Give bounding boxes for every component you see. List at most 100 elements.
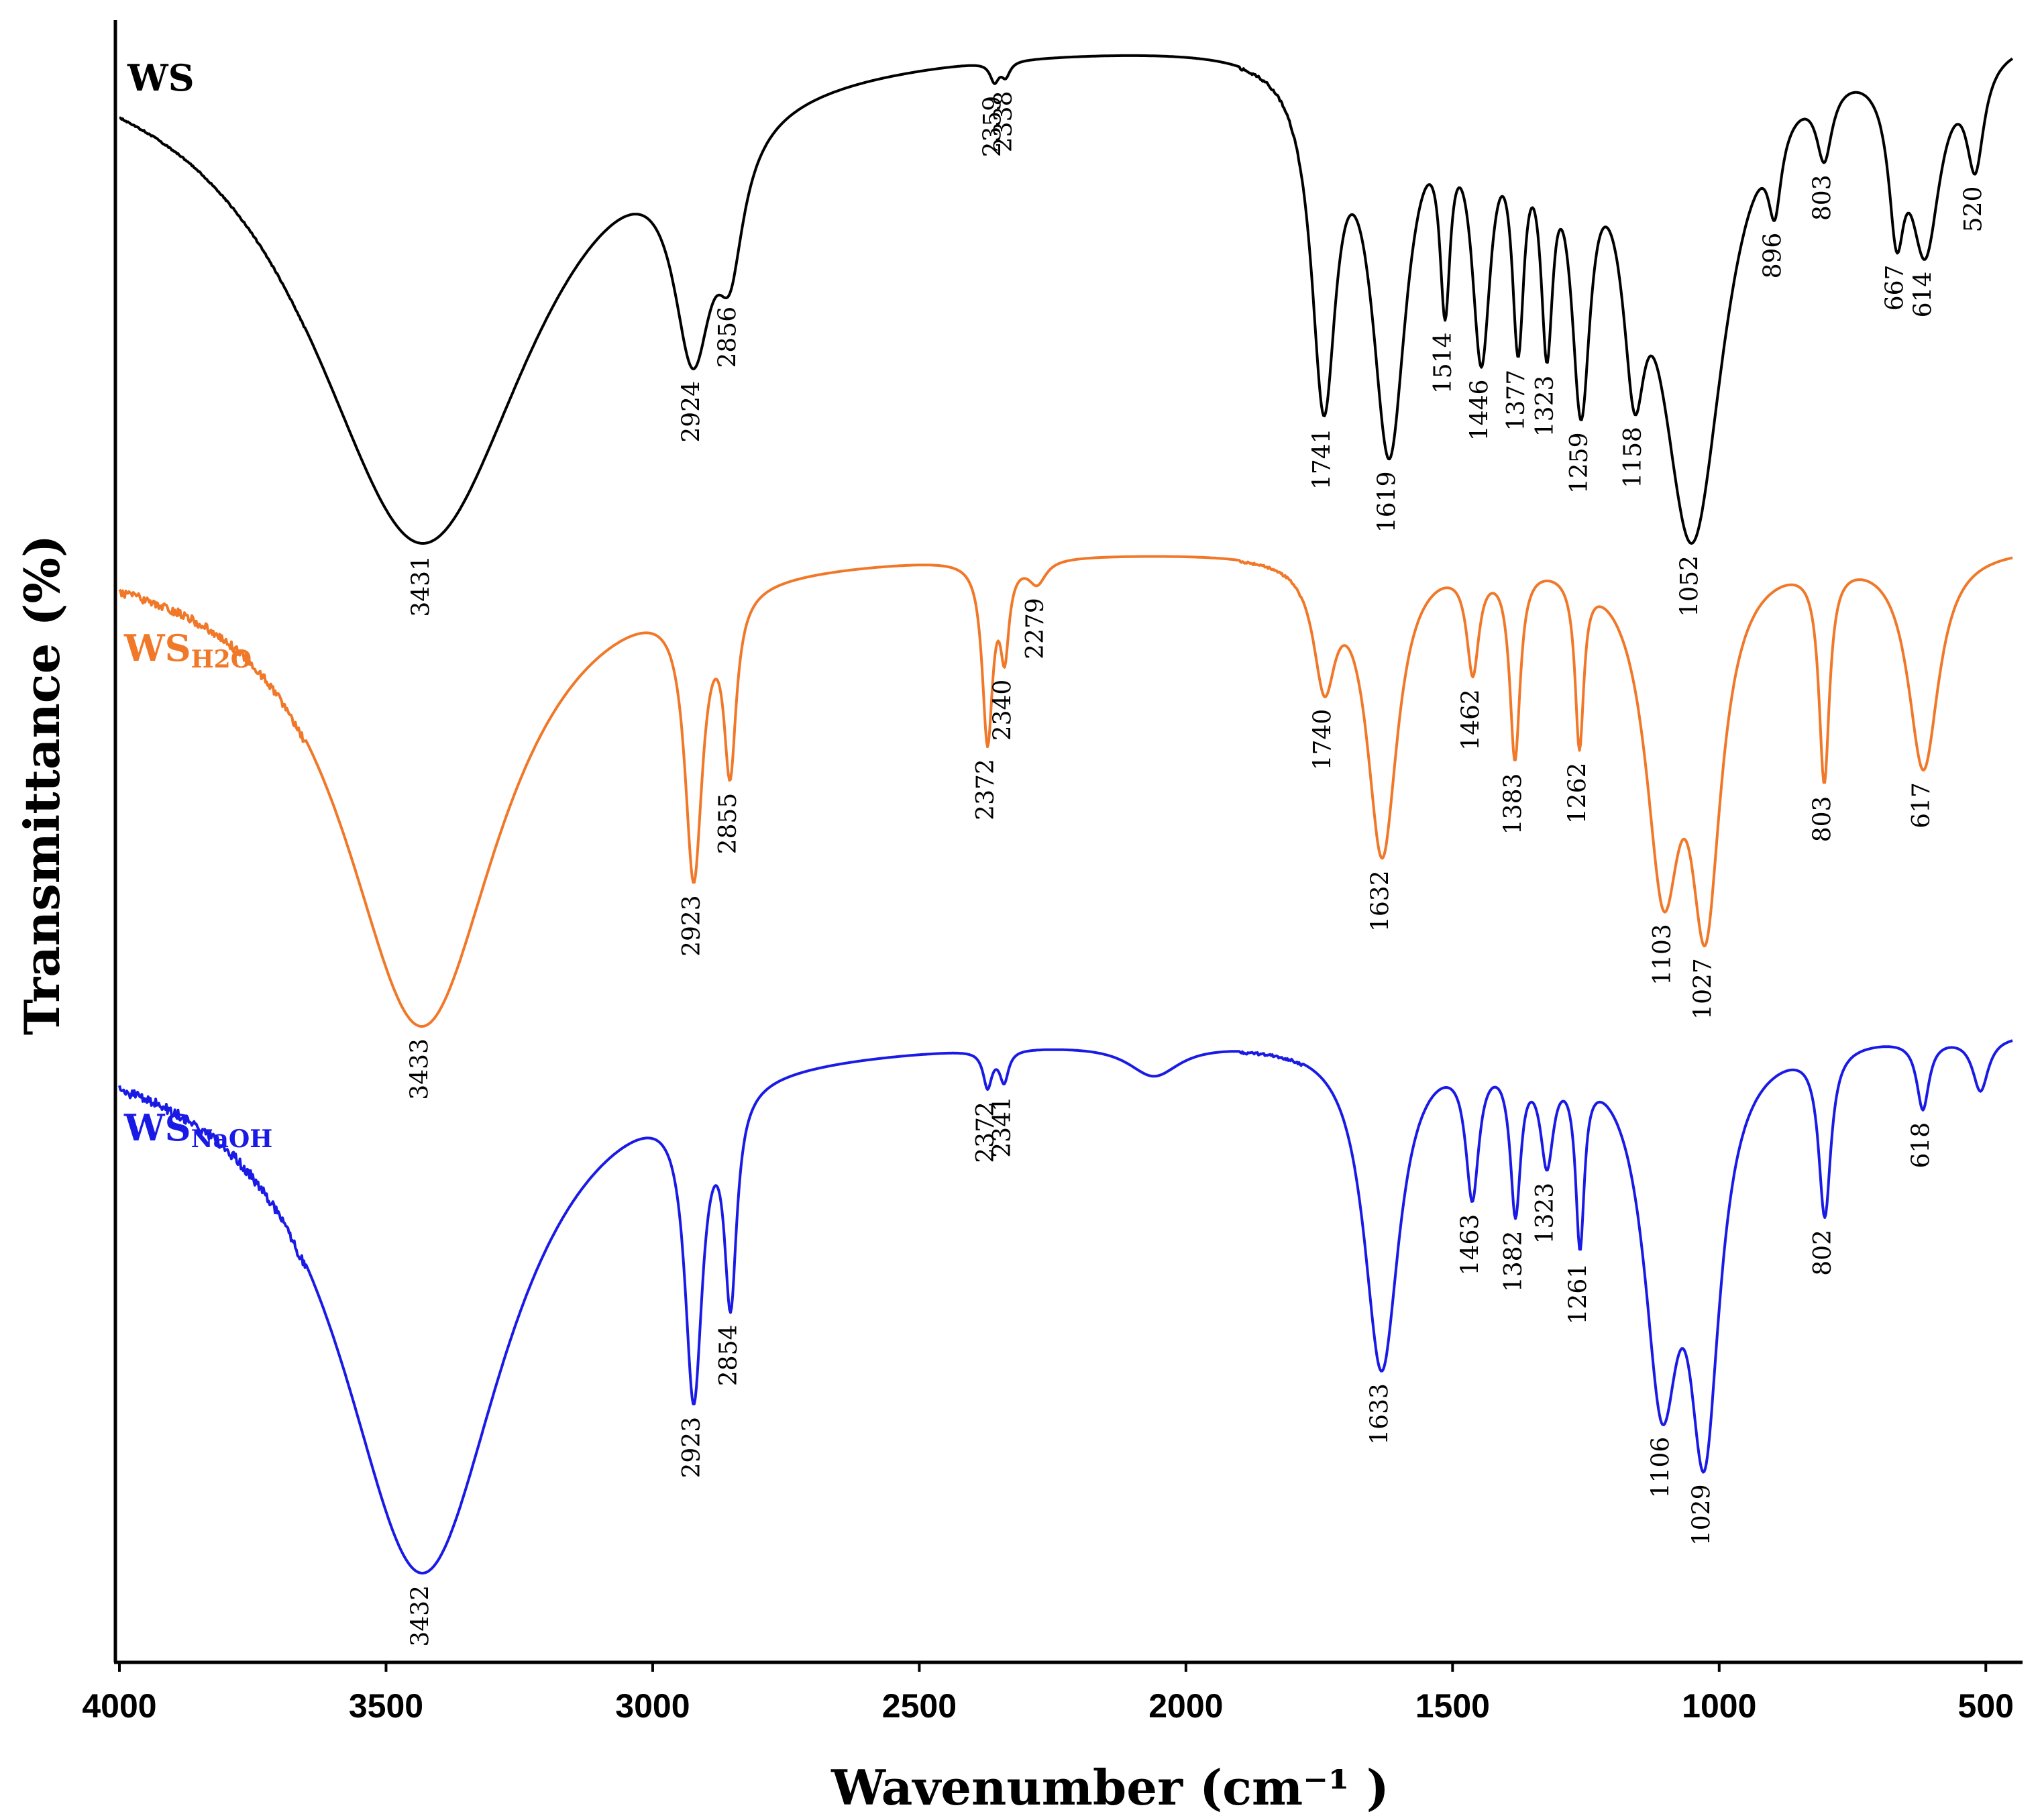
peak-label-text: 667 bbox=[1882, 265, 1909, 311]
series-label-sub: NaOH bbox=[191, 1125, 273, 1153]
spectrum-line-1 bbox=[119, 54, 2014, 545]
series-label-main: WS bbox=[123, 1106, 191, 1149]
series-label-main: WS bbox=[127, 56, 195, 99]
peak-label-text: 2340 bbox=[989, 680, 1017, 741]
peak-label: 614 bbox=[1910, 272, 1937, 318]
x-tick-label: 2000 bbox=[1148, 1687, 1223, 1725]
peak-label-text: 1632 bbox=[1366, 870, 1394, 932]
x-tick-label: 1000 bbox=[1682, 1687, 1756, 1725]
peak-label: 1382 bbox=[1500, 1231, 1527, 1293]
peak-label-text: 803 bbox=[1809, 796, 1836, 843]
peak-label-text: 1323 bbox=[1532, 376, 1559, 437]
peak-label: 2854 bbox=[715, 1325, 743, 1387]
peak-label-text: 520 bbox=[1959, 186, 1987, 233]
peak-label: 1259 bbox=[1566, 433, 1593, 494]
peak-label: 667 bbox=[1882, 265, 1909, 311]
peak-label: 1462 bbox=[1458, 689, 1485, 751]
peak-label-text: 1463 bbox=[1457, 1214, 1485, 1276]
peak-label: 1740 bbox=[1309, 709, 1337, 771]
peak-label: 2923 bbox=[678, 1417, 706, 1479]
peak-label-text: 2372 bbox=[972, 1102, 1000, 1163]
peak-label-text: 1446 bbox=[1466, 380, 1493, 441]
peak-label-text: 1262 bbox=[1564, 763, 1592, 824]
x-tick-label: 3500 bbox=[349, 1687, 423, 1725]
peak-label: 1463 bbox=[1457, 1214, 1485, 1276]
peak-label: 1741 bbox=[1309, 428, 1336, 490]
peak-label-text: 1633 bbox=[1366, 1383, 1394, 1445]
y-axis-title: Transmittance (%) bbox=[13, 535, 70, 1035]
peak-label-text: 1106 bbox=[1648, 1437, 1675, 1499]
peak-label: 1446 bbox=[1466, 380, 1493, 441]
peak-label: 1103 bbox=[1649, 924, 1676, 985]
peak-label-text: 3432 bbox=[407, 1585, 435, 1647]
peak-label-text: 1323 bbox=[1532, 1183, 1559, 1244]
peak-label: 2855 bbox=[714, 793, 742, 855]
series-label-ws-naoh: WSNaOH bbox=[123, 1106, 272, 1153]
peak-label-text: 2341 bbox=[989, 1096, 1016, 1158]
series-label-ws: WS bbox=[127, 56, 195, 99]
peak-label-text: 3433 bbox=[407, 1038, 434, 1100]
x-axis-title: Wavenumber (cm⁻¹ ) bbox=[830, 1759, 1389, 1816]
x-tick-label: 1500 bbox=[1415, 1687, 1490, 1725]
peak-label-text: 2338 bbox=[990, 91, 1018, 153]
peak-label: 1323 bbox=[1532, 376, 1559, 437]
series-label-sub: H2O bbox=[191, 645, 252, 674]
x-tick-label: 500 bbox=[1958, 1687, 2014, 1725]
peak-label-text: 2372 bbox=[972, 759, 1000, 820]
peak-label: 2341 bbox=[989, 1096, 1016, 1158]
peak-label-text: 802 bbox=[1809, 1230, 1837, 1276]
peak-label-text: 2854 bbox=[715, 1325, 743, 1387]
peak-label-text: 1261 bbox=[1564, 1263, 1592, 1325]
peak-label-text: 2856 bbox=[714, 307, 741, 368]
peak-label-text: 1514 bbox=[1430, 333, 1457, 394]
peak-label-text: 1103 bbox=[1649, 924, 1676, 985]
peak-label: 2279 bbox=[1022, 598, 1049, 659]
peak-label: 618 bbox=[1908, 1122, 1935, 1169]
peak-label: 1377 bbox=[1503, 370, 1530, 431]
peak-label-text: 1027 bbox=[1689, 958, 1717, 1020]
peak-label-text: 2279 bbox=[1022, 598, 1049, 659]
peak-label: 1262 bbox=[1564, 763, 1592, 824]
peak-label: 617 bbox=[1908, 782, 1935, 828]
peak-label: 2924 bbox=[678, 381, 705, 443]
peak-label: 1052 bbox=[1676, 555, 1704, 617]
peak-label-text: 1029 bbox=[1688, 1485, 1716, 1546]
peak-label: 1383 bbox=[1499, 773, 1527, 835]
x-tick-label: 2500 bbox=[882, 1687, 957, 1725]
peak-label-text: 1740 bbox=[1309, 709, 1337, 771]
x-ticks: 4000 3500 3000 2500 2000 1500 1000 500 bbox=[82, 1662, 2014, 1725]
peak-label-text: 1383 bbox=[1499, 773, 1527, 835]
peak-label-text: 803 bbox=[1809, 174, 1836, 221]
peak-label-text: 1741 bbox=[1309, 428, 1336, 490]
spectrum-line-2 bbox=[118, 555, 2013, 1028]
peak-label: 520 bbox=[1959, 186, 1987, 233]
peak-label: 1261 bbox=[1564, 1263, 1592, 1325]
spectrum-line-3 bbox=[118, 1039, 2013, 1574]
peak-label: 2340 bbox=[989, 680, 1017, 741]
peak-label-text: 3431 bbox=[407, 555, 435, 617]
peak-label: 3433 bbox=[407, 1038, 434, 1100]
x-tick-label: 3000 bbox=[615, 1687, 690, 1725]
peak-label: 1632 bbox=[1366, 870, 1394, 932]
peak-label-text: 2923 bbox=[678, 1417, 706, 1479]
peak-label-text: 2855 bbox=[714, 793, 742, 855]
peak-label-text: 1377 bbox=[1503, 370, 1530, 431]
peak-label: 2856 bbox=[714, 307, 741, 368]
peak-label: 1029 bbox=[1688, 1485, 1716, 1546]
peak-label: 803 bbox=[1809, 174, 1836, 221]
peak-label-text: 1619 bbox=[1374, 472, 1401, 533]
peak-label-text: 1259 bbox=[1566, 433, 1593, 494]
peak-label-text: 1158 bbox=[1619, 427, 1647, 488]
peak-label: 1633 bbox=[1366, 1383, 1394, 1445]
peak-label: 1158 bbox=[1619, 427, 1647, 488]
peak-label: 2359 bbox=[979, 96, 1007, 158]
series-label-main: WS bbox=[123, 627, 191, 670]
peak-label: 2923 bbox=[678, 895, 706, 957]
peak-label-text: 1382 bbox=[1500, 1231, 1527, 1293]
peak-label: 2338 bbox=[990, 91, 1018, 153]
x-tick-label: 4000 bbox=[82, 1687, 156, 1725]
peak-label: 2372 bbox=[972, 759, 1000, 820]
peak-label: 1027 bbox=[1689, 958, 1717, 1020]
